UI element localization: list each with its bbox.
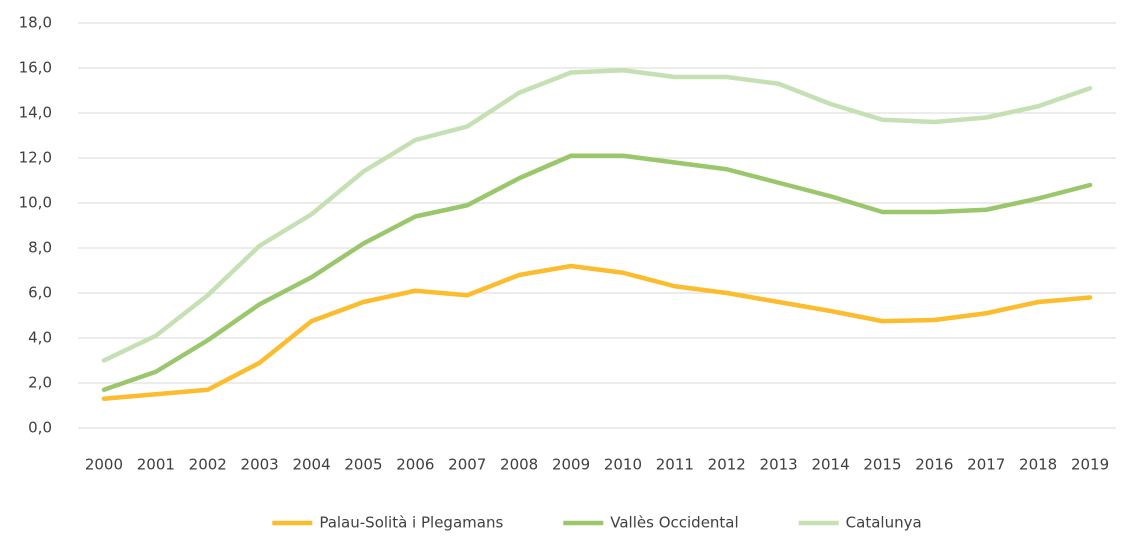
y-tick-label: 16,0 — [19, 59, 52, 77]
x-tick-label: 2003 — [241, 456, 279, 474]
legend-label: Vallès Occidental — [610, 514, 738, 532]
series-line — [101, 153, 1093, 392]
x-tick-label: 2012 — [708, 456, 746, 474]
x-tick-label: 2008 — [500, 456, 538, 474]
y-tick-label: 0,0 — [28, 419, 52, 437]
y-tick-label: 10,0 — [19, 194, 52, 212]
x-tick-label: 2014 — [811, 456, 849, 474]
x-tick-label: 2005 — [344, 456, 382, 474]
x-tick-label: 2017 — [967, 456, 1005, 474]
x-tick-label: 2009 — [552, 456, 590, 474]
legend-label: Palau-Solità i Plegamans — [319, 514, 503, 532]
x-tick-label: 2019 — [1071, 456, 1109, 474]
y-tick-label: 18,0 — [19, 14, 52, 32]
y-tick-label: 4,0 — [28, 329, 52, 347]
series-line — [101, 68, 1093, 363]
y-tick-label: 2,0 — [28, 374, 52, 392]
x-tick-label: 2011 — [656, 456, 694, 474]
x-tick-label: 2002 — [189, 456, 227, 474]
y-tick-label: 8,0 — [28, 239, 52, 257]
series-line — [101, 263, 1093, 401]
x-tick-label: 2015 — [863, 456, 901, 474]
x-tick-label: 2001 — [137, 456, 175, 474]
x-tick-label: 2006 — [396, 456, 434, 474]
x-tick-label: 2016 — [915, 456, 953, 474]
y-tick-label: 14,0 — [19, 104, 52, 122]
y-tick-label: 6,0 — [28, 284, 52, 302]
x-tick-label: 2000 — [85, 456, 123, 474]
x-tick-label: 2018 — [1019, 456, 1057, 474]
y-tick-label: 12,0 — [19, 149, 52, 167]
x-tick-label: 2007 — [448, 456, 486, 474]
x-tick-label: 2010 — [604, 456, 642, 474]
legend-label: Catalunya — [846, 514, 922, 532]
x-tick-label: 2004 — [292, 456, 330, 474]
x-tick-label: 2013 — [760, 456, 798, 474]
